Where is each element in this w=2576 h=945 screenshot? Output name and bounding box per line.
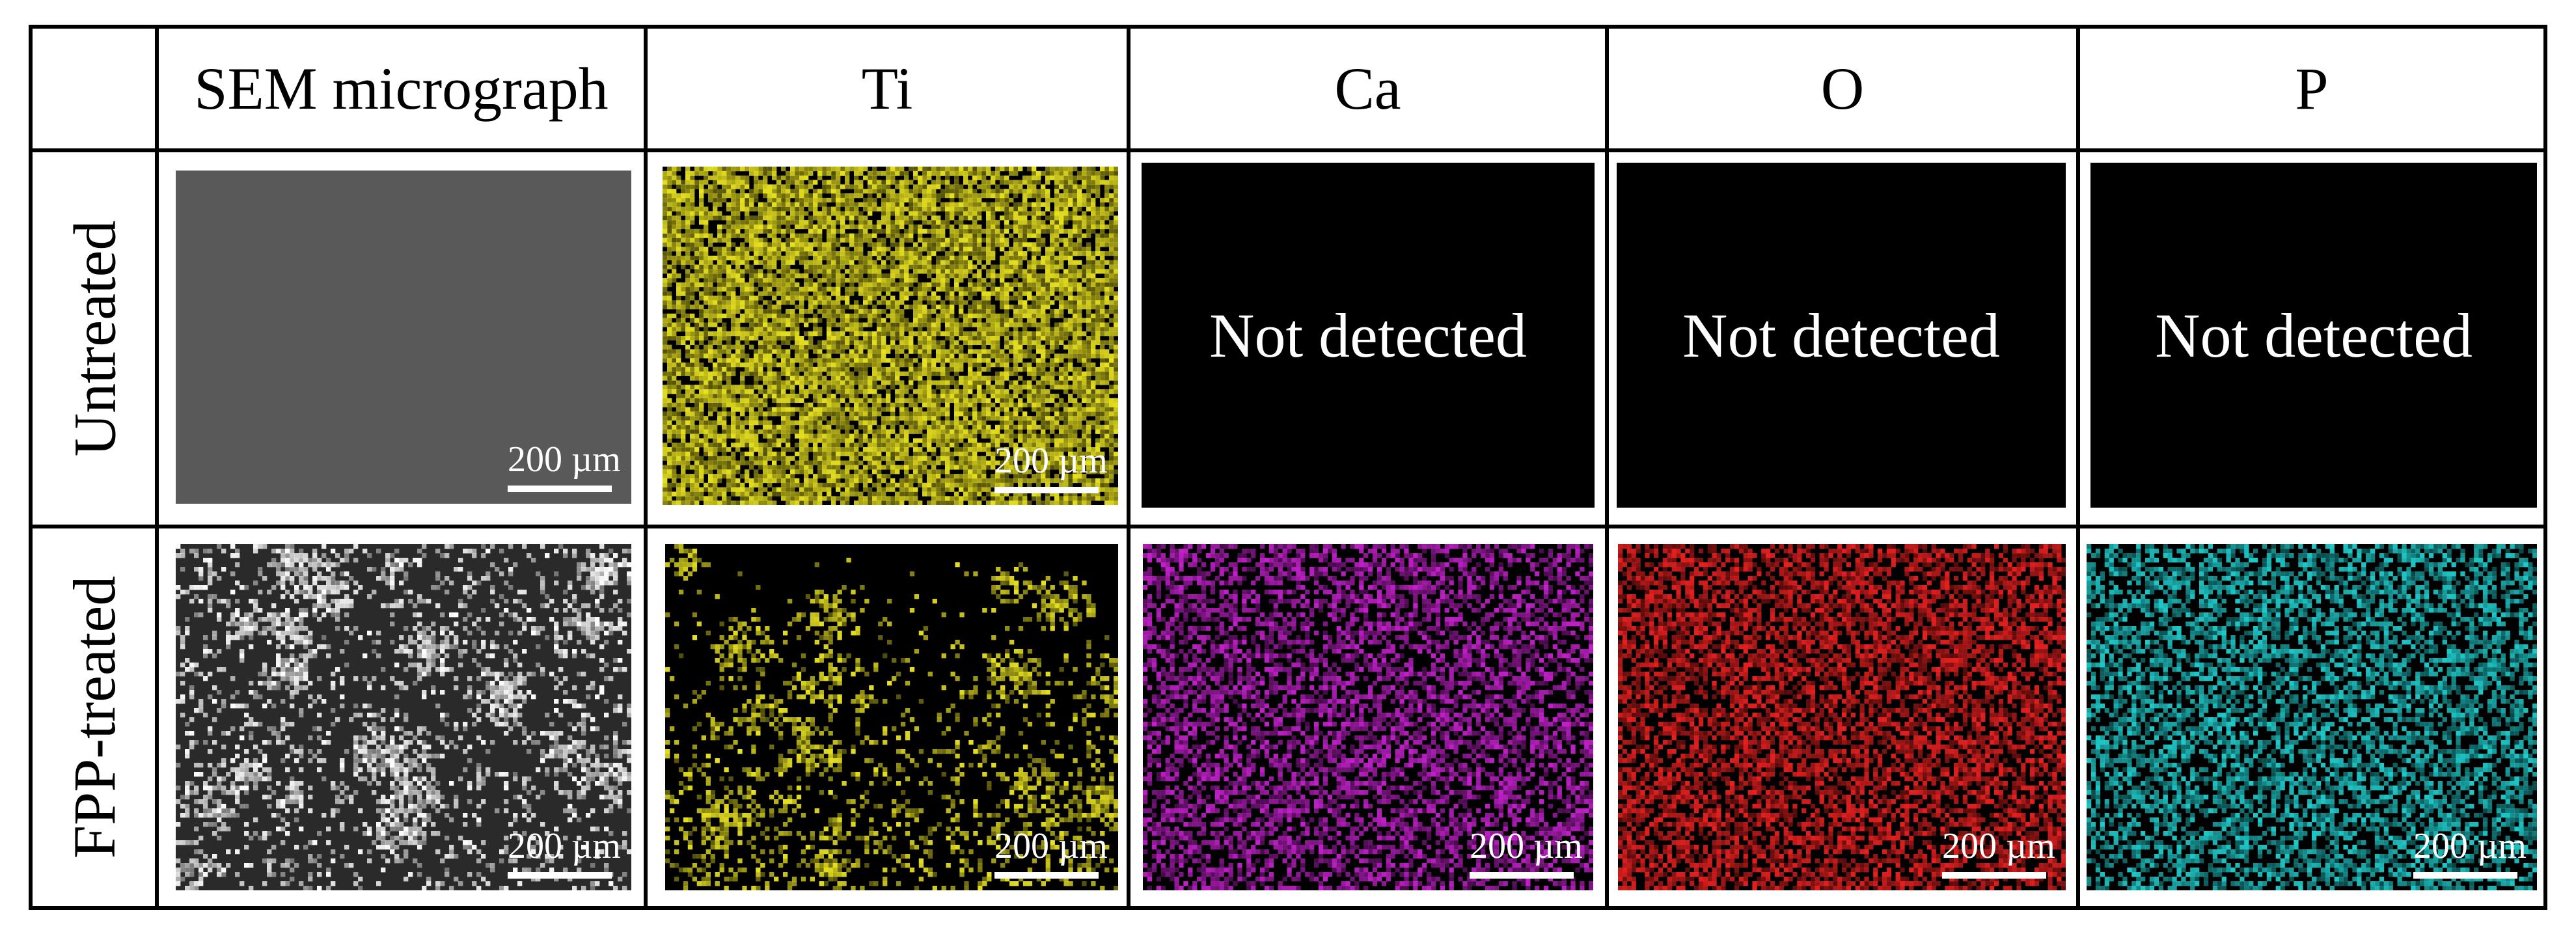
untreated-ti-noise xyxy=(663,167,1118,505)
scale-bar-label: 200 µm xyxy=(1942,827,2055,866)
scale-bar-label: 200 µm xyxy=(1470,827,1583,866)
untreated-sem-micrograph: 200 µm xyxy=(176,171,631,504)
fpp-o-map: 200 µm xyxy=(1618,544,2066,890)
column-header-ti: Ti xyxy=(648,29,1127,148)
scale-bar-label: 200 µm xyxy=(508,827,621,866)
grid-hline-1 xyxy=(29,148,2547,152)
scale-bar: 200 µm xyxy=(1942,827,2055,879)
scale-bar-line xyxy=(508,872,612,879)
scale-bar-line xyxy=(994,872,1099,879)
fpp-ca-noise xyxy=(1143,544,1593,890)
scale-bar-line xyxy=(508,486,612,492)
column-header-ca: Ca xyxy=(1130,29,1605,148)
fpp-sem-texture xyxy=(176,544,631,890)
fpp-ti-noise xyxy=(665,544,1118,890)
grid-vline-5 xyxy=(2076,25,2080,910)
scale-bar-label: 200 µm xyxy=(994,827,1108,866)
row-header-untreated: Untreated xyxy=(33,152,156,525)
scale-bar: 200 µm xyxy=(994,827,1108,879)
scale-bar: 200 µm xyxy=(508,827,621,879)
fpp-sem-micrograph: 200 µm xyxy=(176,544,631,890)
table-frame xyxy=(29,25,2547,910)
column-header-o: O xyxy=(1609,29,2076,148)
fpp-p-map: 200 µm xyxy=(2087,544,2537,890)
scale-bar-line xyxy=(1942,872,2046,879)
untreated-o-map: Not detected xyxy=(1617,163,2066,508)
scale-bar-line xyxy=(2413,872,2517,879)
scale-bar: 200 µm xyxy=(1470,827,1583,879)
scale-bar-line xyxy=(994,487,1099,493)
scale-bar-label: 200 µm xyxy=(2413,827,2527,866)
row-header-fpp-treated-label: FPP-treated xyxy=(60,576,129,858)
untreated-ca-map: Not detected xyxy=(1142,163,1595,508)
grid-vline-4 xyxy=(1605,25,1609,910)
not-detected-label: Not detected xyxy=(2090,163,2537,508)
fpp-o-noise xyxy=(1618,544,2066,890)
grid-vline-1 xyxy=(155,25,159,910)
scale-bar: 200 µm xyxy=(994,441,1108,493)
column-header-sem: SEM micrograph xyxy=(159,29,644,148)
fpp-p-noise xyxy=(2087,544,2537,890)
scale-bar-line xyxy=(1470,872,1574,879)
fpp-ca-map: 200 µm xyxy=(1143,544,1593,890)
scale-bar-label: 200 µm xyxy=(994,441,1108,480)
grid-vline-3 xyxy=(1127,25,1130,910)
row-header-untreated-label: Untreated xyxy=(60,221,129,457)
column-header-p: P xyxy=(2080,29,2543,148)
scale-bar: 200 µm xyxy=(2413,827,2527,879)
row-header-fpp-treated: FPP-treated xyxy=(33,528,156,906)
fpp-ti-map: 200 µm xyxy=(665,544,1118,890)
scale-bar-label: 200 µm xyxy=(508,440,621,479)
scale-bar: 200 µm xyxy=(508,440,621,492)
not-detected-label: Not detected xyxy=(1142,163,1595,508)
grid-vline-2 xyxy=(644,25,648,910)
not-detected-label: Not detected xyxy=(1617,163,2066,508)
untreated-ti-map: 200 µm xyxy=(663,167,1118,505)
untreated-p-map: Not detected xyxy=(2090,163,2537,508)
grid-hline-2 xyxy=(29,525,2547,528)
